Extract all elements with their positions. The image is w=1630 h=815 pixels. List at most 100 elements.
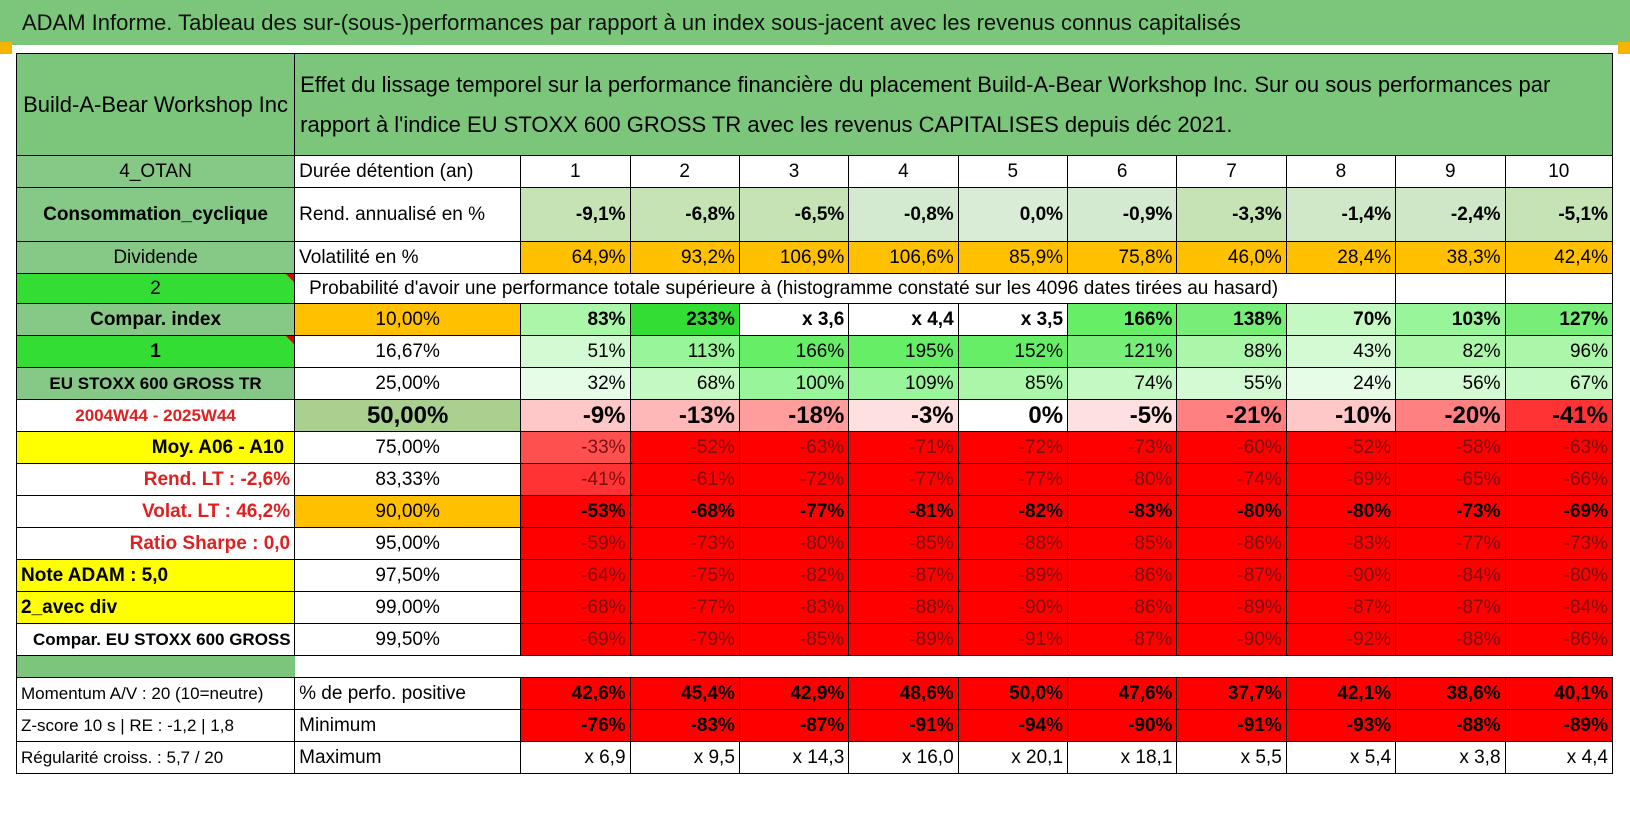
quantile-cell: 55%: [1176, 367, 1287, 400]
quantile-cell: -52%: [1285, 431, 1397, 464]
quantile-cell: -87%: [1176, 559, 1287, 592]
quantile-cell: x 3,6: [738, 303, 850, 336]
quantile-cell: 51%: [520, 335, 631, 368]
moy-label: Moy. A06 - A10: [15, 431, 296, 464]
quantile-cell: -10%: [1285, 399, 1397, 432]
vol-label: Volatilité en %: [294, 241, 522, 274]
quantile-row: Compar. EU STOXX 600 GROSS TR 99,50% -69% -…: [15, 623, 1614, 656]
quantile-cell: -65%: [1395, 463, 1506, 496]
quantile-cell: 24%: [1285, 367, 1397, 400]
footer-cell: x 18,1: [1067, 741, 1178, 774]
quantile-cell: -90%: [1285, 559, 1397, 592]
years-cell: 3: [738, 155, 850, 188]
quantile-cell: -87%: [1285, 591, 1397, 624]
quantile-pct: 16,67%: [294, 335, 522, 368]
footer-row: Momentum A/V : 20 (10=neutre)% de perfo.…: [15, 677, 1614, 710]
corner-marker-left: [0, 42, 12, 54]
quantile-cell: -18%: [738, 399, 850, 432]
company-name: Build-A-Bear Workshop Inc: [15, 53, 296, 156]
quantile-cell: -87%: [1395, 591, 1506, 624]
quantile-cell: -3%: [848, 399, 959, 432]
quantile-cell: -61%: [629, 463, 740, 496]
footer-cell: -83%: [629, 709, 740, 742]
quantile-pct: 75,00%: [294, 431, 522, 464]
table-description: Effet du lissage temporel sur la perform…: [294, 53, 1613, 156]
rend-cell: -0,9%: [1067, 187, 1178, 242]
quantile-cell: -82%: [738, 559, 850, 592]
quantile-row: Rend. LT : -2,6% 83,33% -41% -61% -72% -77% -7…: [15, 463, 1614, 496]
quantile-cell: 43%: [1285, 335, 1397, 368]
quantile-cell: -73%: [1395, 495, 1506, 528]
rend-cell: -3,3%: [1176, 187, 1287, 242]
quantile-cell: -74%: [1176, 463, 1287, 496]
sector-name: Consommation_cyclique: [15, 187, 296, 242]
footer-label: Maximum: [294, 741, 522, 774]
quantile-cell: -58%: [1395, 431, 1506, 464]
empty-cell: [1504, 273, 1614, 304]
footer-cell: x 9,5: [629, 741, 740, 774]
quantile-cell: -85%: [848, 527, 959, 560]
quantile-cell: -86%: [1067, 559, 1178, 592]
footer-row: Z-score 10 s | RE : -1,2 | 1,8 Minimum -76…: [15, 709, 1614, 742]
footer-cell: 47,6%: [1067, 677, 1178, 710]
quantile-cell: -75%: [629, 559, 740, 592]
quantile-cell: -77%: [848, 463, 959, 496]
years-cell: 5: [957, 155, 1069, 188]
quantile-cell: -80%: [1176, 495, 1287, 528]
sharpe-ratio: Ratio Sharpe : 0,0: [15, 527, 296, 560]
dividend-label: Dividende: [15, 241, 296, 274]
quantile-cell: -66%: [1504, 463, 1614, 496]
quantile-cell: -5%: [1067, 399, 1178, 432]
quantile-cell: -41%: [520, 463, 631, 496]
quantile-cell: -89%: [1176, 591, 1287, 624]
quantile-cell: -63%: [738, 431, 850, 464]
period: 2004W44 - 2025W44: [15, 399, 296, 432]
quantile-cell: 121%: [1067, 335, 1178, 368]
quantile-cell: 88%: [1176, 335, 1287, 368]
quantile-cell: -82%: [957, 495, 1069, 528]
quantile-cell: -68%: [520, 591, 631, 624]
quantile-cell: -77%: [957, 463, 1069, 496]
footer-metric: Régularité croiss. : 5,7 / 20: [15, 741, 296, 774]
quantile-cell: -85%: [1067, 527, 1178, 560]
rend-cell: -1,4%: [1285, 187, 1397, 242]
quantile-pct: 95,00%: [294, 527, 522, 560]
report-title: ADAM Informe. Tableau des sur-(sous-)per…: [0, 0, 1630, 45]
footer-cell: 45,4%: [629, 677, 740, 710]
quantile-cell: -88%: [957, 527, 1069, 560]
quantile-cell: -77%: [738, 495, 850, 528]
footer-cell: 48,6%: [848, 677, 959, 710]
quantile-cell: -79%: [629, 623, 740, 656]
years-cell: 7: [1176, 155, 1287, 188]
quantile-cell: -86%: [1504, 623, 1614, 656]
quantile-cell: 138%: [1176, 303, 1287, 336]
quantile-cell: -52%: [629, 431, 740, 464]
index-name: EU STOXX 600 GROSS TR: [15, 367, 296, 400]
quantile-row: 1 16,67% 51% 113% 166% 195% 152% 121% 88% 43% 82% 9…: [15, 335, 1614, 368]
quantile-cell: 127%: [1504, 303, 1614, 336]
footer-cell: -90%: [1067, 709, 1178, 742]
rend-cell: -2,4%: [1395, 187, 1506, 242]
footer-row: Régularité croiss. : 5,7 / 20 Maximum x 6,…: [15, 741, 1614, 774]
quantile-cell: -83%: [1067, 495, 1178, 528]
duration-label: Durée détention (an): [294, 155, 522, 188]
footer-cell: x 4,4: [1504, 741, 1614, 774]
quantile-row: Moy. A06 - A10 75,00% -33% -52% -63% -71% -72%…: [15, 431, 1614, 464]
performance-table: Build-A-Bear Workshop Inc Effet du lissa…: [15, 53, 1614, 774]
years-cell: 2: [629, 155, 740, 188]
quantile-cell: -73%: [1067, 431, 1178, 464]
quantile-cell: 96%: [1504, 335, 1614, 368]
quantile-cell: -13%: [629, 399, 740, 432]
quantile-pct: 90,00%: [294, 495, 522, 528]
rend-cell: -6,5%: [738, 187, 850, 242]
footer-label: Minimum: [294, 709, 522, 742]
footer-cell: 42,1%: [1285, 677, 1397, 710]
rend-cell: -5,1%: [1504, 187, 1614, 242]
quantile-cell: -88%: [1395, 623, 1506, 656]
footer-cell: x 5,4: [1285, 741, 1397, 774]
quantile-cell: 109%: [848, 367, 959, 400]
performance-sheet: Build-A-Bear Workshop Inc Effet du lissa…: [15, 53, 1614, 774]
years-cell: 4: [848, 155, 959, 188]
years-cell: 8: [1285, 155, 1397, 188]
footer-cell: 40,1%: [1504, 677, 1614, 710]
